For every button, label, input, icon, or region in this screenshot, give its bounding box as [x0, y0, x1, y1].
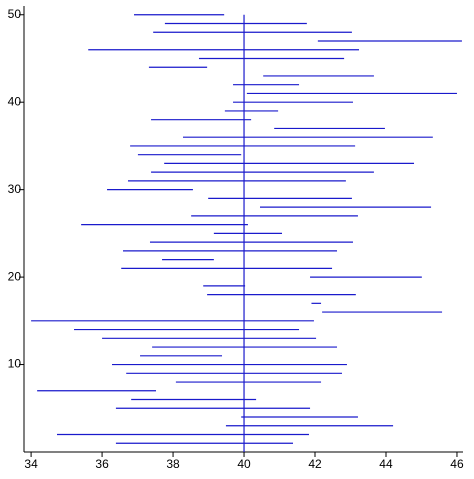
x-tick-label: 42 [308, 457, 322, 471]
x-tick-label: 44 [379, 457, 393, 471]
y-tick-label: 20 [8, 269, 22, 283]
y-tick-label: 50 [8, 7, 22, 21]
x-tick-label: 36 [95, 457, 109, 471]
y-tick-label: 40 [8, 94, 22, 108]
x-tick-label: 46 [450, 457, 464, 471]
y-tick-label: 30 [8, 182, 22, 196]
x-tick-label: 38 [166, 457, 180, 471]
x-tick-label: 34 [24, 457, 38, 471]
x-tick-label: 40 [237, 457, 251, 471]
y-tick-label: 10 [8, 357, 22, 371]
